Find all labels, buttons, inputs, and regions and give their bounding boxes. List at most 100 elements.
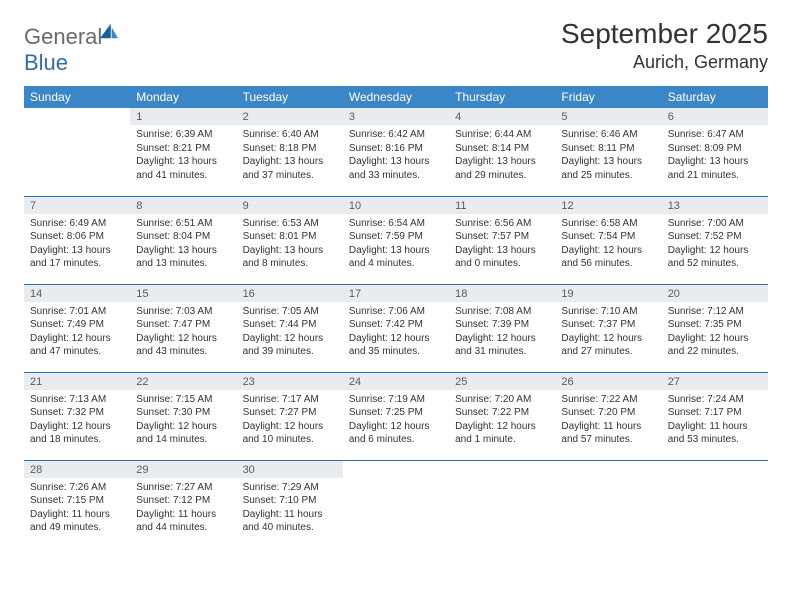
logo-word1: General (24, 24, 102, 49)
sunrise-text: Sunrise: 6:58 AM (561, 217, 655, 231)
sunrise-text: Sunrise: 7:12 AM (668, 305, 762, 319)
sunrise-text: Sunrise: 7:08 AM (455, 305, 549, 319)
sunset-text: Sunset: 7:54 PM (561, 230, 655, 244)
calendar-day-cell (449, 460, 555, 548)
weekday-header: Friday (555, 86, 661, 108)
calendar-day-cell: 6Sunrise: 6:47 AMSunset: 8:09 PMDaylight… (662, 108, 768, 196)
sunset-text: Sunset: 7:27 PM (243, 406, 337, 420)
day-content: Sunrise: 6:54 AMSunset: 7:59 PMDaylight:… (343, 214, 449, 275)
daylight-text: Daylight: 13 hours and 41 minutes. (136, 155, 230, 182)
daylight-text: Daylight: 12 hours and 56 minutes. (561, 244, 655, 271)
sunset-text: Sunset: 7:44 PM (243, 318, 337, 332)
sunrise-text: Sunrise: 7:22 AM (561, 393, 655, 407)
calendar-day-cell: 4Sunrise: 6:44 AMSunset: 8:14 PMDaylight… (449, 108, 555, 196)
sunset-text: Sunset: 7:49 PM (30, 318, 124, 332)
sunset-text: Sunset: 8:09 PM (668, 142, 762, 156)
daylight-text: Daylight: 11 hours and 44 minutes. (136, 508, 230, 535)
calendar-day-cell: 1Sunrise: 6:39 AMSunset: 8:21 PMDaylight… (130, 108, 236, 196)
day-number: 18 (449, 285, 555, 302)
daylight-text: Daylight: 11 hours and 49 minutes. (30, 508, 124, 535)
sunset-text: Sunset: 8:21 PM (136, 142, 230, 156)
sunset-text: Sunset: 8:01 PM (243, 230, 337, 244)
sunrise-text: Sunrise: 6:40 AM (243, 128, 337, 142)
calendar-day-cell: 5Sunrise: 6:46 AMSunset: 8:11 PMDaylight… (555, 108, 661, 196)
sunrise-text: Sunrise: 6:53 AM (243, 217, 337, 231)
day-content: Sunrise: 6:46 AMSunset: 8:11 PMDaylight:… (555, 125, 661, 186)
day-content: Sunrise: 7:08 AMSunset: 7:39 PMDaylight:… (449, 302, 555, 363)
day-content: Sunrise: 7:06 AMSunset: 7:42 PMDaylight:… (343, 302, 449, 363)
day-number: 27 (662, 373, 768, 390)
sunset-text: Sunset: 7:30 PM (136, 406, 230, 420)
calendar-day-cell: 27Sunrise: 7:24 AMSunset: 7:17 PMDayligh… (662, 372, 768, 460)
day-number: 13 (662, 197, 768, 214)
sunset-text: Sunset: 7:25 PM (349, 406, 443, 420)
calendar-day-cell: 30Sunrise: 7:29 AMSunset: 7:10 PMDayligh… (237, 460, 343, 548)
logo-text: General Blue (24, 24, 124, 76)
day-content: Sunrise: 6:44 AMSunset: 8:14 PMDaylight:… (449, 125, 555, 186)
daylight-text: Daylight: 12 hours and 22 minutes. (668, 332, 762, 359)
sunset-text: Sunset: 8:11 PM (561, 142, 655, 156)
day-content: Sunrise: 6:49 AMSunset: 8:06 PMDaylight:… (24, 214, 130, 275)
calendar-week-row: 14Sunrise: 7:01 AMSunset: 7:49 PMDayligh… (24, 284, 768, 372)
header: General Blue September 2025 Aurich, Germ… (24, 18, 768, 76)
daylight-text: Daylight: 12 hours and 31 minutes. (455, 332, 549, 359)
day-number: 23 (237, 373, 343, 390)
sunrise-text: Sunrise: 7:19 AM (349, 393, 443, 407)
sunrise-text: Sunrise: 6:56 AM (455, 217, 549, 231)
day-content: Sunrise: 7:24 AMSunset: 7:17 PMDaylight:… (662, 390, 768, 451)
day-number: 22 (130, 373, 236, 390)
daylight-text: Daylight: 13 hours and 0 minutes. (455, 244, 549, 271)
day-number: 24 (343, 373, 449, 390)
weekday-header: Sunday (24, 86, 130, 108)
sunrise-text: Sunrise: 7:15 AM (136, 393, 230, 407)
day-content: Sunrise: 6:53 AMSunset: 8:01 PMDaylight:… (237, 214, 343, 275)
sunrise-text: Sunrise: 7:01 AM (30, 305, 124, 319)
calendar-day-cell (24, 108, 130, 196)
day-content: Sunrise: 7:26 AMSunset: 7:15 PMDaylight:… (24, 478, 130, 539)
sunset-text: Sunset: 7:32 PM (30, 406, 124, 420)
day-content: Sunrise: 6:47 AMSunset: 8:09 PMDaylight:… (662, 125, 768, 186)
sunset-text: Sunset: 7:59 PM (349, 230, 443, 244)
weekday-header: Wednesday (343, 86, 449, 108)
day-number: 15 (130, 285, 236, 302)
calendar-day-cell: 7Sunrise: 6:49 AMSunset: 8:06 PMDaylight… (24, 196, 130, 284)
sunset-text: Sunset: 7:10 PM (243, 494, 337, 508)
calendar-day-cell: 8Sunrise: 6:51 AMSunset: 8:04 PMDaylight… (130, 196, 236, 284)
day-content: Sunrise: 7:03 AMSunset: 7:47 PMDaylight:… (130, 302, 236, 363)
day-number: 21 (24, 373, 130, 390)
sunrise-text: Sunrise: 7:20 AM (455, 393, 549, 407)
daylight-text: Daylight: 13 hours and 13 minutes. (136, 244, 230, 271)
sunrise-text: Sunrise: 7:29 AM (243, 481, 337, 495)
day-number: 12 (555, 197, 661, 214)
day-content: Sunrise: 7:12 AMSunset: 7:35 PMDaylight:… (662, 302, 768, 363)
sunrise-text: Sunrise: 6:49 AM (30, 217, 124, 231)
day-number: 25 (449, 373, 555, 390)
sunrise-text: Sunrise: 6:44 AM (455, 128, 549, 142)
calendar-day-cell (343, 460, 449, 548)
daylight-text: Daylight: 12 hours and 1 minute. (455, 420, 549, 447)
weekday-header-row: Sunday Monday Tuesday Wednesday Thursday… (24, 86, 768, 108)
calendar-day-cell: 2Sunrise: 6:40 AMSunset: 8:18 PMDaylight… (237, 108, 343, 196)
daylight-text: Daylight: 12 hours and 52 minutes. (668, 244, 762, 271)
day-content: Sunrise: 6:42 AMSunset: 8:16 PMDaylight:… (343, 125, 449, 186)
calendar-day-cell: 16Sunrise: 7:05 AMSunset: 7:44 PMDayligh… (237, 284, 343, 372)
calendar-day-cell: 11Sunrise: 6:56 AMSunset: 7:57 PMDayligh… (449, 196, 555, 284)
calendar-day-cell: 13Sunrise: 7:00 AMSunset: 7:52 PMDayligh… (662, 196, 768, 284)
weekday-header: Monday (130, 86, 236, 108)
daylight-text: Daylight: 13 hours and 8 minutes. (243, 244, 337, 271)
sunrise-text: Sunrise: 7:06 AM (349, 305, 443, 319)
sunset-text: Sunset: 7:39 PM (455, 318, 549, 332)
calendar-day-cell: 10Sunrise: 6:54 AMSunset: 7:59 PMDayligh… (343, 196, 449, 284)
sunset-text: Sunset: 7:12 PM (136, 494, 230, 508)
sunset-text: Sunset: 7:42 PM (349, 318, 443, 332)
sunset-text: Sunset: 7:57 PM (455, 230, 549, 244)
sunrise-text: Sunrise: 7:00 AM (668, 217, 762, 231)
day-number: 2 (237, 108, 343, 125)
sunrise-text: Sunrise: 6:42 AM (349, 128, 443, 142)
daylight-text: Daylight: 13 hours and 29 minutes. (455, 155, 549, 182)
daylight-text: Daylight: 12 hours and 43 minutes. (136, 332, 230, 359)
sunrise-text: Sunrise: 7:26 AM (30, 481, 124, 495)
calendar-day-cell: 29Sunrise: 7:27 AMSunset: 7:12 PMDayligh… (130, 460, 236, 548)
calendar-day-cell: 23Sunrise: 7:17 AMSunset: 7:27 PMDayligh… (237, 372, 343, 460)
daylight-text: Daylight: 11 hours and 53 minutes. (668, 420, 762, 447)
